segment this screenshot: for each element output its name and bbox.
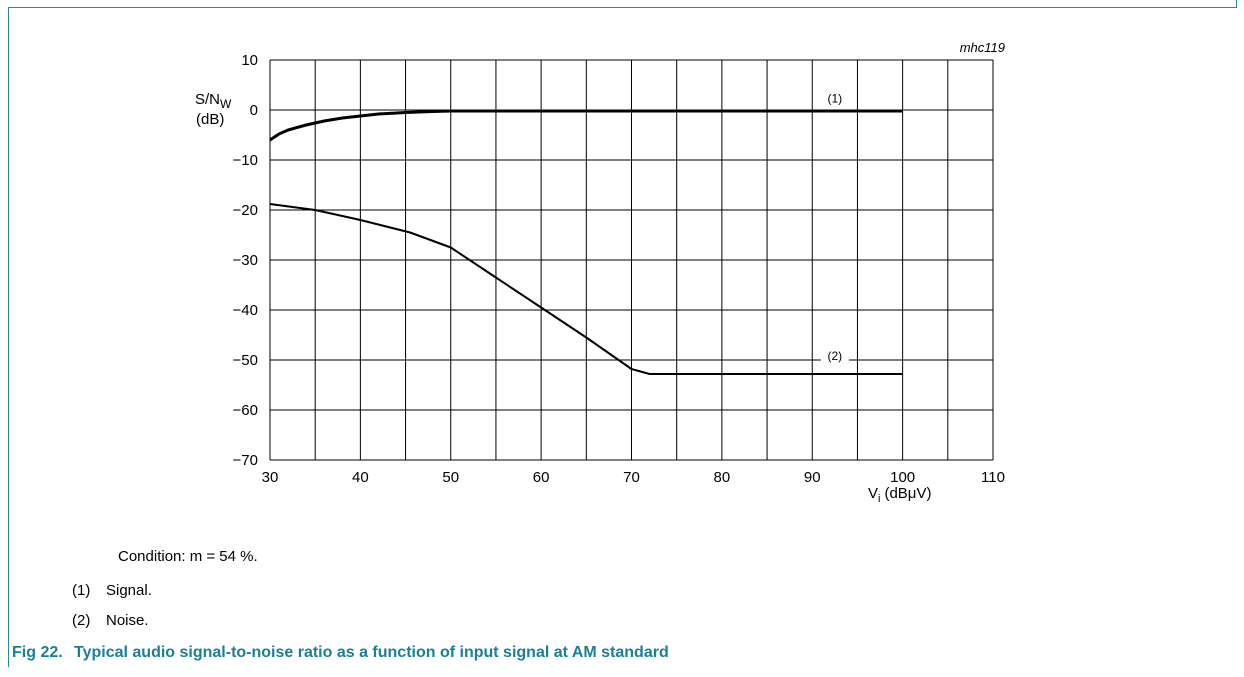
- grid: [269, 59, 994, 461]
- y-tick-label: −20: [233, 202, 258, 219]
- figure-code: mhc119: [960, 40, 1005, 55]
- tick-labels: 30 40 50 60 70 80 90 100 110100−10−20−30−40−50−6…: [233, 52, 1005, 486]
- figure-caption: Fig 22. Typical audio signal-to-noise rat…: [12, 644, 669, 662]
- x-axis-label: Vi (dBμV): [868, 485, 931, 505]
- legend-number: (1): [72, 582, 91, 599]
- x-tick-label: 80: [714, 469, 731, 486]
- legend-number: (2): [72, 612, 91, 629]
- series-line-1: [269, 109, 903, 142]
- figure-number: Fig 22.: [12, 644, 63, 661]
- legend-item-signal: (1) Signal.: [72, 582, 152, 599]
- y-tick-label: −70: [233, 452, 258, 469]
- x-tick-label: 90: [804, 469, 821, 486]
- y-tick-label: −40: [233, 302, 258, 319]
- frame-left-border: [8, 7, 9, 667]
- series-line-2: [269, 203, 903, 375]
- y-tick-label: 10: [241, 52, 258, 69]
- y-tick-label: −60: [233, 402, 258, 419]
- frame-top-border: [8, 7, 1237, 8]
- sn-chart: 30 40 50 60 70 80 90 100 110100−10−20−30−40−50−6…: [195, 40, 1005, 505]
- y-tick-label: 0: [250, 102, 258, 119]
- x-tick-label: 60: [533, 469, 550, 486]
- x-tick-label: 30: [262, 469, 279, 486]
- x-tick-label: 40: [352, 469, 369, 486]
- figure-title: Typical audio signal-to-noise ratio as a…: [74, 644, 669, 661]
- y-axis-unit: (dB): [196, 111, 224, 128]
- y-tick-label: −10: [233, 152, 258, 169]
- curves: [269, 109, 903, 375]
- legend-text: Noise.: [106, 612, 149, 629]
- annotation-background: [820, 349, 849, 363]
- series-annotation: (1): [828, 92, 843, 106]
- x-tick-label: 110: [981, 469, 1005, 486]
- axis-labels: mhc119 S/NW (dB) Vi (dBμV): [195, 40, 1005, 505]
- x-tick-label: 100: [890, 469, 915, 486]
- x-tick-label: 50: [442, 469, 459, 486]
- condition-note: Condition: m = 54 %.: [118, 548, 258, 565]
- y-axis-label: S/NW: [195, 91, 232, 111]
- y-tick-label: −50: [233, 352, 258, 369]
- series-annotation: (2): [828, 349, 843, 363]
- legend-item-noise: (2) Noise.: [72, 612, 149, 629]
- frame-right-border: [1236, 0, 1237, 8]
- y-tick-label: −30: [233, 252, 258, 269]
- x-tick-label: 70: [623, 469, 640, 486]
- legend-text: Signal.: [106, 582, 152, 599]
